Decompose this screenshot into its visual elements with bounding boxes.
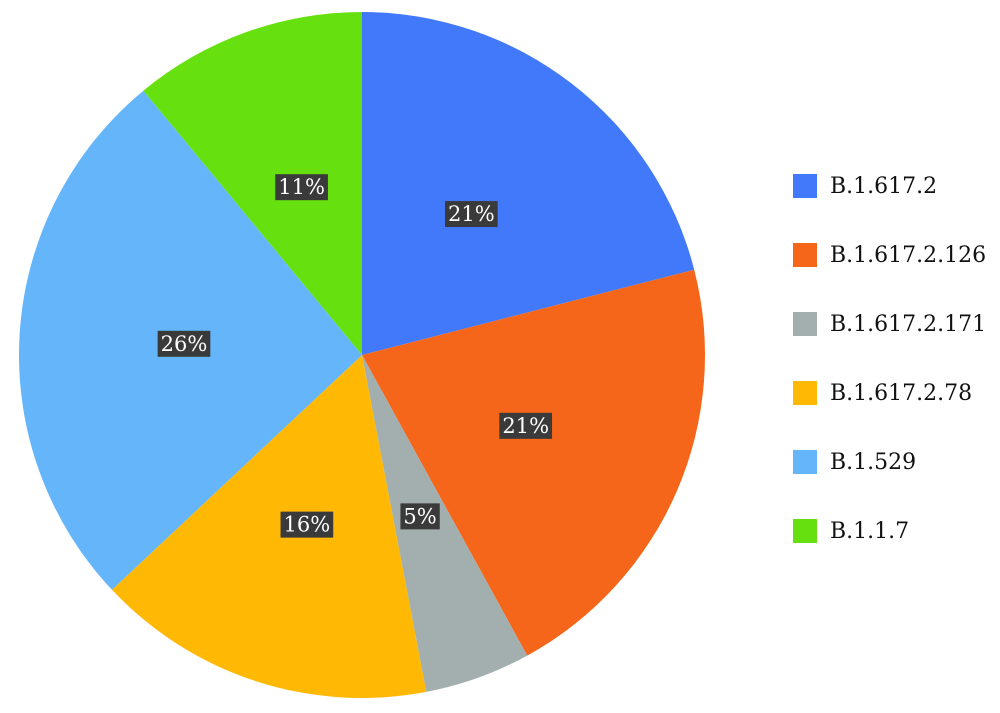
- legend-item: B.1.617.2.126: [793, 237, 998, 273]
- legend-item: B.1.1.7: [793, 513, 998, 549]
- legend-swatch: [793, 243, 817, 267]
- pie-value-label-bg: [280, 511, 334, 538]
- pie-slice-4: [111, 355, 427, 698]
- pie-value-label-bg: [157, 330, 211, 357]
- pie-value-label-2: 21%: [499, 412, 553, 439]
- pie-slice-3: [362, 355, 528, 692]
- legend-label: B.1.1.7: [830, 518, 910, 544]
- pie-value-label-text: 21%: [502, 414, 549, 438]
- legend-swatch: [793, 312, 817, 336]
- legend-item: B.1.617.2: [793, 168, 998, 204]
- legend-item: B.1.529: [793, 444, 998, 480]
- pie-value-label-text: 11%: [278, 175, 325, 199]
- pie-slice-2: [362, 269, 705, 656]
- pie-value-label-bg: [400, 503, 440, 530]
- legend-item: B.1.617.2.78: [793, 375, 998, 411]
- legend-label: B.1.617.2.171: [830, 311, 987, 337]
- pie-slices: [18, 12, 705, 698]
- pie-slice-6: [143, 12, 362, 355]
- pie-value-label-3: 5%: [400, 503, 440, 530]
- pie-value-label-text: 5%: [403, 504, 436, 528]
- legend-swatch: [793, 174, 817, 198]
- pie-value-label-4: 16%: [280, 511, 334, 538]
- pie-value-label-bg: [275, 174, 328, 201]
- legend-label: B.1.617.2.78: [830, 380, 973, 406]
- pie-value-label-text: 16%: [284, 513, 331, 537]
- pie-value-label-1: 21%: [444, 201, 498, 228]
- pie-value-label-text: 26%: [161, 332, 208, 356]
- pie-value-label-6: 11%: [275, 174, 328, 201]
- legend-swatch: [793, 450, 817, 474]
- legend-swatch: [793, 519, 817, 543]
- legend-swatch: [793, 381, 817, 405]
- legend-item: B.1.617.2.171: [793, 306, 998, 342]
- pie-value-label-text: 21%: [448, 202, 495, 226]
- pie-value-label-bg: [499, 412, 553, 439]
- legend-label: B.1.617.2.126: [830, 242, 987, 268]
- pie-value-label-bg: [444, 201, 498, 228]
- pie-value-labels: 21% 21% 5% 16% 26% 11%: [157, 174, 553, 538]
- pie-value-label-5: 26%: [157, 330, 211, 357]
- pie-slice-1: [362, 12, 695, 355]
- legend-label: B.1.617.2: [830, 173, 938, 199]
- legend-label: B.1.529: [830, 449, 917, 475]
- legend: B.1.617.2 B.1.617.2.126 B.1.617.2.171 B.1.6…: [793, 168, 998, 582]
- pie-chart: 21% 21% 5% 16% 26% 11%: [18, 12, 705, 698]
